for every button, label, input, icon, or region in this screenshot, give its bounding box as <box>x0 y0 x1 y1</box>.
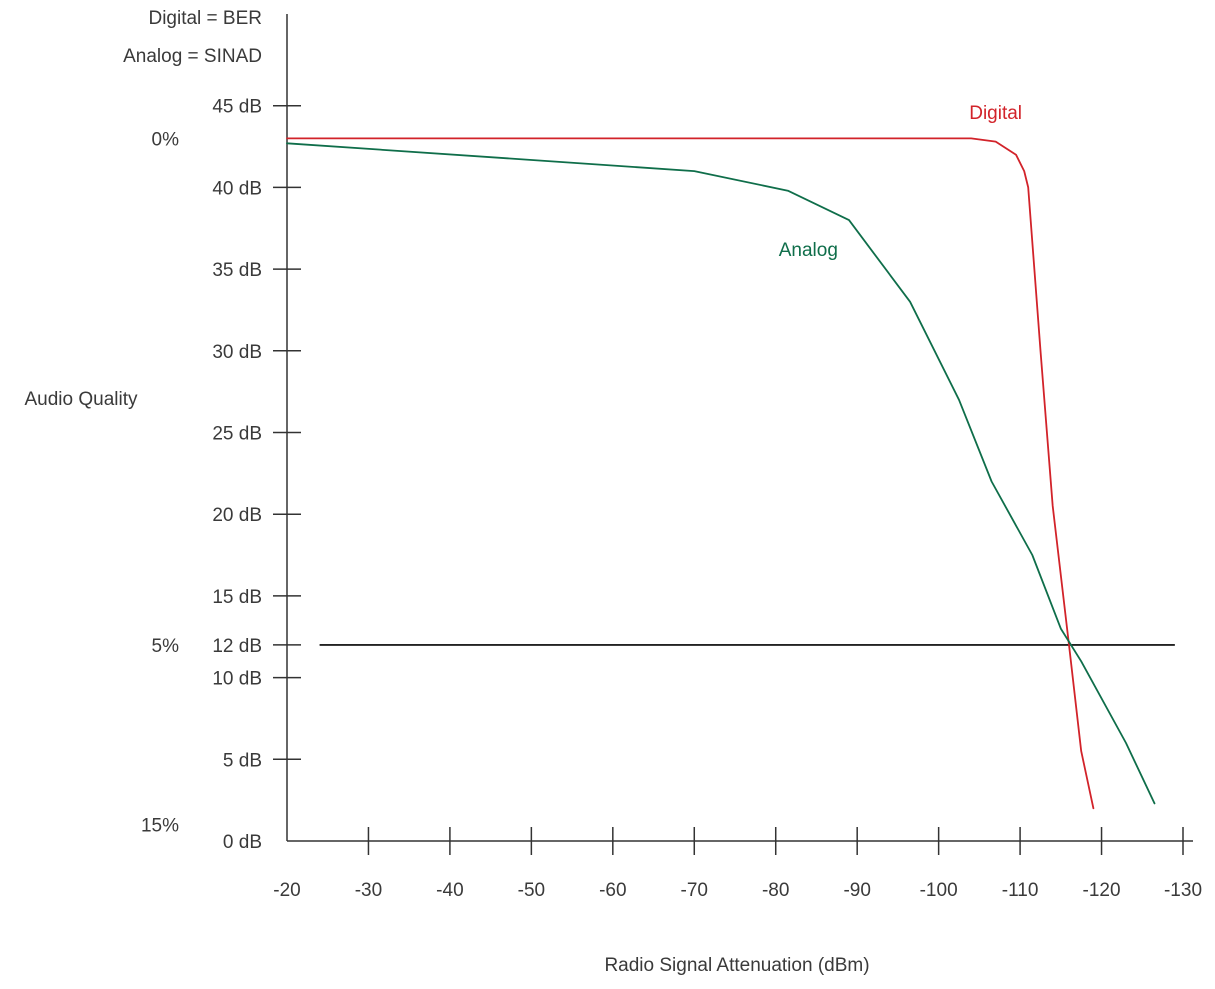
x-tick-label: -130 <box>1164 880 1202 901</box>
x-tick-label: -70 <box>681 880 708 901</box>
y-tick-label: 5 dB <box>223 750 262 771</box>
x-tick-label: -60 <box>599 880 626 901</box>
x-axis-title: Radio Signal Attenuation (dBm) <box>604 955 869 976</box>
label-layer: Digital = BER Analog = SINAD Audio Quali… <box>24 8 869 976</box>
x-tick-label: -40 <box>436 880 463 901</box>
y-tick-label: 30 dB <box>212 342 262 363</box>
x-tick-label: -50 <box>518 880 545 901</box>
x-tick-label: -90 <box>843 880 870 901</box>
series-label-analog: Analog <box>779 240 838 261</box>
series-layer: Digital Analog <box>286 103 1156 810</box>
y-tick-label: 20 dB <box>212 505 262 526</box>
secondary-y-label: 15% <box>141 816 179 837</box>
y-tick-label: 10 dB <box>212 669 262 690</box>
y-tick-label: 12 dB <box>212 636 262 657</box>
series-label-digital: Digital <box>969 103 1022 124</box>
series-line-digital <box>286 137 1095 810</box>
y-tick-label: 40 dB <box>212 178 262 199</box>
y-tick-label: 35 dB <box>212 260 262 281</box>
x-tick-label: -30 <box>355 880 382 901</box>
y-tick-label: 0 dB <box>223 832 262 853</box>
corner-label-analog: Analog = SINAD <box>123 46 262 67</box>
corner-label-digital: Digital = BER <box>148 8 262 29</box>
x-tick-label: -110 <box>1002 880 1039 901</box>
x-tick-label: -100 <box>920 880 958 901</box>
secondary-y-label: 0% <box>152 129 180 150</box>
y-tick-label: 45 dB <box>212 97 262 118</box>
y-tick-label: 15 dB <box>212 587 262 608</box>
x-tick-label: -20 <box>273 880 300 901</box>
y-axis: 0 dB 5 dB 10 dB 12 dB 15 dB 20 dB 25 dB 30 dB 35… <box>141 14 301 853</box>
y-axis-title: Audio Quality <box>24 389 138 410</box>
x-tick-label: -120 <box>1083 880 1121 901</box>
y-tick-label: 25 dB <box>212 424 262 445</box>
x-tick-label: -80 <box>762 880 789 901</box>
secondary-y-label: 5% <box>152 636 180 657</box>
x-axis: -20 -30 -40 -50 -60 -70 -80 -90 -100 -110 -120 -130 <box>273 827 1202 901</box>
series-line-analog <box>286 142 1156 805</box>
